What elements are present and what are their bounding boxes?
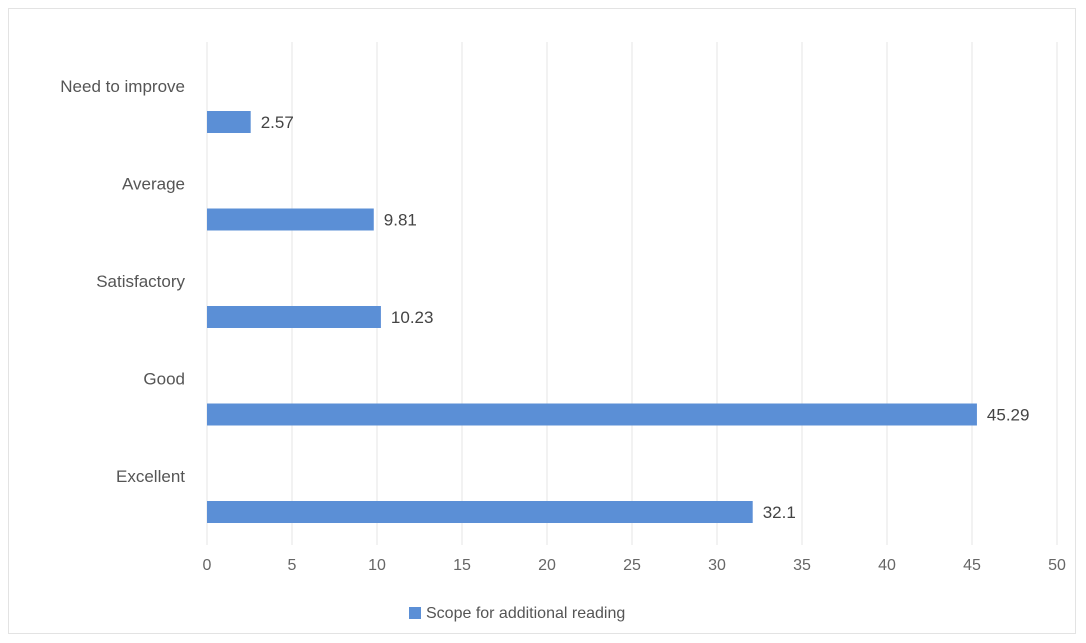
bar (207, 111, 251, 133)
x-tick-label: 30 (708, 557, 726, 574)
bar (207, 403, 977, 426)
data-label: 32.1 (763, 503, 796, 522)
x-tick-label: 25 (623, 557, 641, 574)
bar (207, 306, 381, 328)
bar (207, 208, 374, 231)
x-tick-label: 50 (1048, 557, 1066, 574)
x-tick-label: 0 (203, 557, 212, 574)
x-tick-label: 15 (453, 557, 471, 574)
category-label: Average (122, 175, 185, 194)
legend-swatch (409, 607, 421, 619)
data-label: 9.81 (384, 211, 417, 230)
data-label: 2.57 (261, 113, 294, 132)
chart-frame (8, 8, 1076, 634)
legend: Scope for additional reading (409, 605, 625, 622)
category-label: Satisfactory (96, 272, 185, 291)
x-tick-label: 45 (963, 557, 981, 574)
x-tick-label: 35 (793, 557, 811, 574)
x-tick-label: 40 (878, 557, 896, 574)
bars (207, 111, 977, 523)
x-tick-label: 20 (538, 557, 556, 574)
x-tick-label: 5 (288, 557, 297, 574)
category-label: Need to improve (60, 77, 185, 96)
category-label: Good (143, 370, 185, 389)
value-labels: 32.1 45.29 10.23 9.81 2.57 (261, 113, 1030, 522)
legend-label: Scope for additional reading (426, 605, 625, 622)
category-labels: Excellent Good Satisfactory Average Need to … (60, 77, 185, 486)
gridlines (206, 42, 1058, 545)
bar (207, 501, 753, 523)
data-label: 10.23 (391, 308, 434, 327)
category-label: Excellent (116, 467, 185, 486)
x-tick-label: 10 (368, 557, 386, 574)
data-label: 45.29 (987, 406, 1030, 425)
x-axis-ticks: 0 5 10 15 20 25 30 35 40 45 50 (203, 557, 1066, 574)
